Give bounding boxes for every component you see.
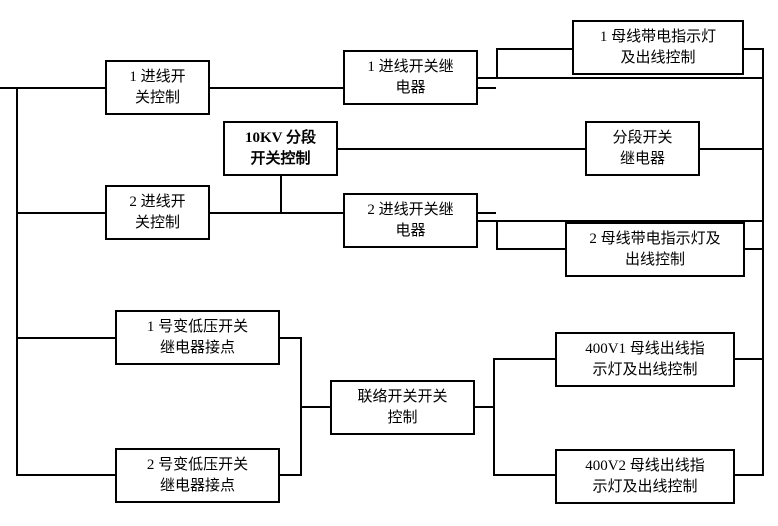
connector-line [493,358,495,476]
node-n2: 10KV 分段开关控制 [223,121,338,176]
connector-line [280,337,302,339]
connector-line [496,48,498,78]
node-n3: 2 进线开关控制 [105,185,210,240]
node-n9: 1 号变低压开关继电器接点 [115,310,280,365]
connector-line [478,77,764,79]
connector-line [280,474,302,476]
node-n10: 联络开关开关控制 [330,380,475,435]
connector-line [338,148,585,150]
node-n1: 1 进线开关控制 [105,60,210,115]
connector-line [496,220,498,250]
connector-line [16,87,18,476]
connector-line [300,406,330,408]
connector-line [744,48,764,50]
connector-line [700,148,764,150]
node-n11: 2 号变低压开关继电器接点 [115,448,280,503]
node-n8: 2 母线带电指示灯及出线控制 [565,222,745,277]
connector-line [16,474,115,476]
node-n7: 分段开关继电器 [585,121,700,176]
node-n12: 400V1 母线出线指示灯及出线控制 [555,332,735,387]
connector-line [735,474,764,476]
node-n5: 2 进线开关继电器 [343,193,478,248]
connector-line [493,474,555,476]
connector-line [735,358,764,360]
node-n4: 1 进线开关继电器 [343,50,478,105]
node-n6: 1 母线带电指示灯及出线控制 [572,20,744,75]
connector-line [744,248,764,250]
node-n13: 400V2 母线出线指示灯及出线控制 [555,449,735,504]
connector-line [496,248,565,250]
connector-line [493,358,555,360]
connector-line [16,337,115,339]
connector-line [475,406,495,408]
connector-line [762,48,764,476]
connector-line [496,48,572,50]
connector-line [16,212,105,214]
